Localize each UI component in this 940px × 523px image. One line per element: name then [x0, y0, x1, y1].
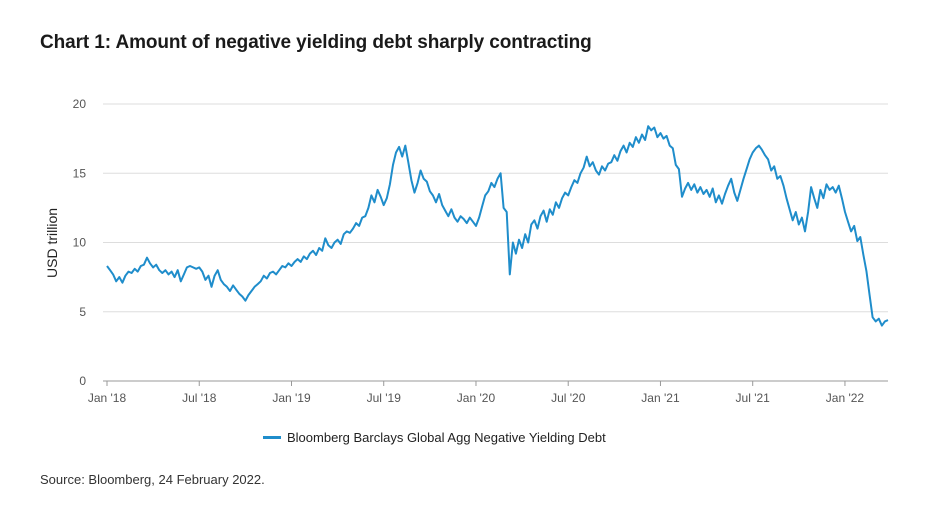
x-tick-label: Jan '20 — [457, 391, 496, 405]
y-tick-label: 5 — [79, 305, 86, 319]
x-tick-label: Jan '19 — [272, 391, 311, 405]
y-tick-label: 10 — [73, 236, 87, 250]
grid-lines — [103, 103, 888, 382]
legend-swatch — [263, 436, 281, 439]
y-axis: 0 5 10 15 20 — [73, 97, 87, 388]
y-axis-label: USD trillion — [44, 208, 60, 278]
x-tick-label: Jul '18 — [182, 391, 217, 405]
x-tick-label: Jul '19 — [367, 391, 402, 405]
x-axis: Jan '18 Jul '18 Jan '19 Jul '19 Jan '20 Jul '… — [88, 381, 865, 405]
x-tick-label: Jan '21 — [641, 391, 680, 405]
x-tick-label: Jul '21 — [736, 391, 771, 405]
series-line — [106, 125, 889, 327]
x-tick-label: Jan '22 — [826, 391, 865, 405]
y-tick-label: 0 — [79, 374, 86, 388]
legend: Bloomberg Barclays Global Agg Negative Y… — [263, 430, 606, 445]
y-tick-label: 20 — [73, 97, 87, 111]
chart-title: Chart 1: Amount of negative yielding deb… — [40, 32, 592, 53]
y-tick-label: 15 — [73, 166, 87, 180]
x-tick-label: Jan '18 — [88, 391, 127, 405]
legend-label: Bloomberg Barclays Global Agg Negative Y… — [287, 430, 606, 445]
x-tick-label: Jul '20 — [551, 391, 586, 405]
source-note: Source: Bloomberg, 24 February 2022. — [40, 472, 265, 487]
